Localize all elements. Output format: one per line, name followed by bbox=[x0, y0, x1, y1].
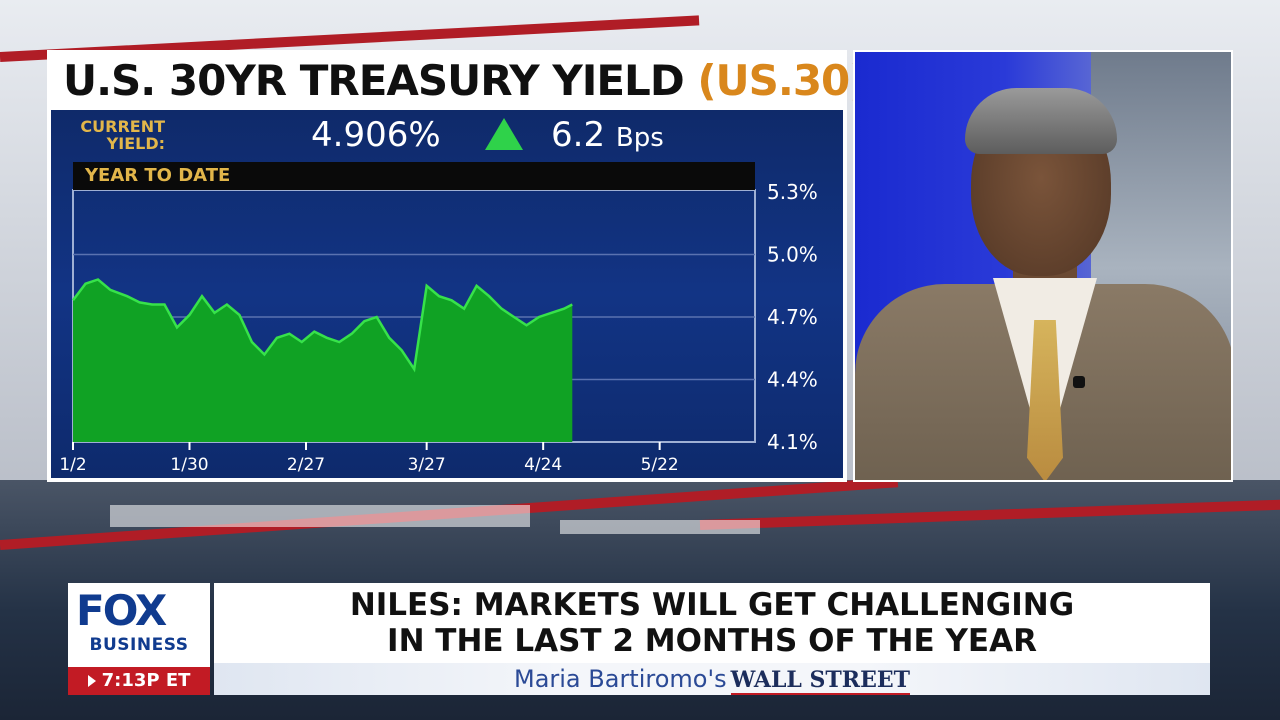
current-yield-label-line2: YIELD: bbox=[106, 134, 165, 153]
x-tick-label: 1/2 bbox=[59, 455, 86, 475]
yield-area-chart: 5.3% 5.0% 4.7% 4.4% 4.1% 1/2 1/30 2/27 3/27 4/24 5… bbox=[59, 180, 818, 475]
show-name: Maria Bartiromo's WALL STREET bbox=[514, 663, 910, 696]
network-logo: FOX BUSINESS bbox=[68, 583, 210, 667]
lapel-mic-icon bbox=[1073, 376, 1085, 388]
current-yield-label-line1: CURRENT bbox=[80, 117, 165, 136]
x-tick-label: 4/24 bbox=[524, 455, 562, 475]
chart-body: CURRENT YIELD: 4.906% 6.2 Bps 5.3% 5.0% 4.… bbox=[51, 110, 843, 478]
yield-change-value: 6.2 bbox=[551, 115, 606, 155]
studio-light-panel bbox=[560, 520, 760, 534]
chart-ticker: (US.30) bbox=[697, 56, 868, 105]
y-tick-label: 5.3% bbox=[767, 180, 818, 204]
guest-hair bbox=[965, 88, 1117, 154]
y-tick-label: 4.4% bbox=[767, 368, 818, 392]
current-yield-value: 4.906% bbox=[311, 115, 441, 155]
studio-light-panel bbox=[110, 505, 530, 527]
show-name-script: Maria Bartiromo's bbox=[513, 665, 727, 693]
current-yield-label: CURRENT YIELD: bbox=[69, 118, 165, 152]
y-tick-label: 5.0% bbox=[767, 243, 818, 267]
y-tick-label: 4.7% bbox=[767, 305, 818, 329]
headline-line1: NILES: MARKETS WILL GET CHALLENGING bbox=[349, 587, 1075, 623]
guest-video-feed bbox=[853, 50, 1233, 482]
show-name-bar: Maria Bartiromo's WALL STREET bbox=[214, 663, 1210, 695]
yield-area bbox=[73, 279, 573, 442]
logo-business-text: BUSINESS bbox=[89, 635, 189, 655]
headline-line2: IN THE LAST 2 MONTHS OF THE YEAR bbox=[387, 623, 1037, 659]
play-arrow-icon bbox=[87, 675, 96, 687]
headline: NILES: MARKETS WILL GET CHALLENGING IN T… bbox=[214, 587, 1210, 659]
headline-banner: NILES: MARKETS WILL GET CHALLENGING IN T… bbox=[214, 583, 1210, 663]
yield-change-unit: Bps bbox=[615, 123, 664, 153]
x-tick-label: 2/27 bbox=[287, 455, 325, 475]
up-arrow-icon bbox=[485, 118, 523, 150]
time-text: 7:13P ET bbox=[101, 670, 191, 691]
period-label: YEAR TO DATE bbox=[73, 162, 755, 190]
x-tick-label: 3/27 bbox=[408, 455, 446, 475]
yield-change: 6.2 Bps bbox=[551, 114, 664, 159]
x-tick-label: 1/30 bbox=[170, 455, 208, 475]
show-name-title: WALL STREET bbox=[730, 667, 910, 695]
treasury-yield-graphic: U.S. 30YR TREASURY YIELD (US.30) CURRENT… bbox=[47, 50, 868, 482]
y-tick-label: 4.1% bbox=[767, 430, 818, 454]
chart-title-text: U.S. 30YR TREASURY YIELD bbox=[63, 56, 685, 105]
time-display: 7:13P ET bbox=[68, 667, 210, 695]
logo-fox-text: FOX bbox=[76, 586, 167, 635]
x-tick-label: 5/22 bbox=[641, 455, 679, 475]
guest-tie bbox=[1027, 320, 1063, 480]
yield-line bbox=[72, 278, 573, 373]
chart-title: U.S. 30YR TREASURY YIELD (US.30) bbox=[63, 52, 868, 110]
